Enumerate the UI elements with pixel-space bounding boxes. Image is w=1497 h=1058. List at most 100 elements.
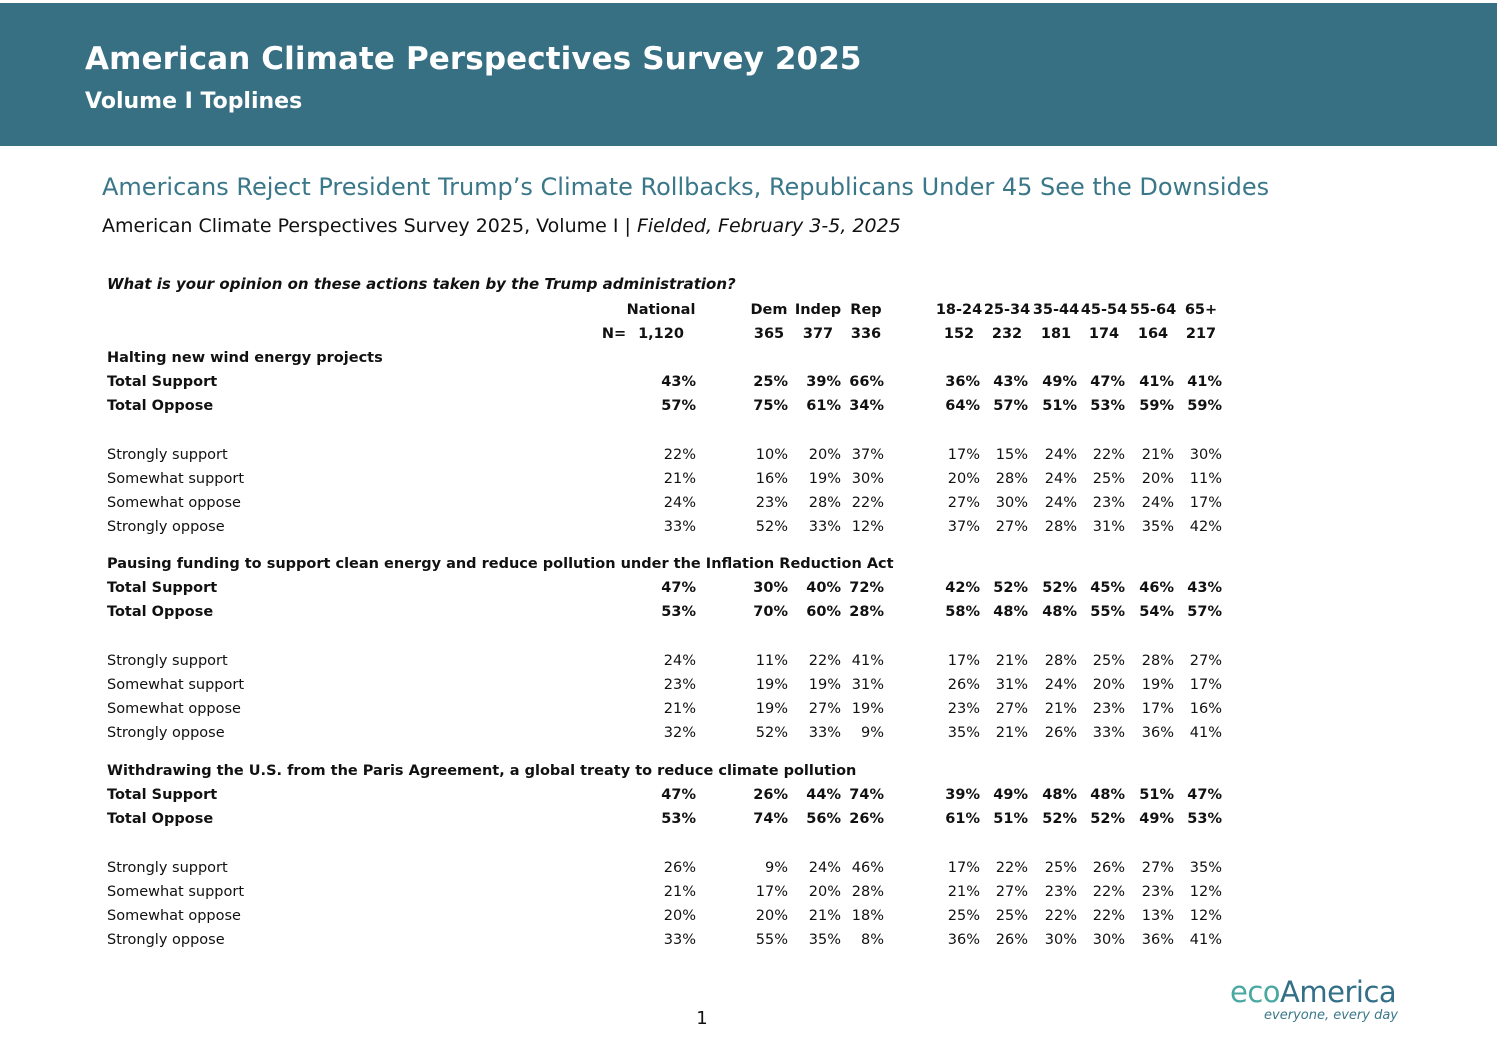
value-cell: 36%	[1141, 932, 1174, 948]
value-cell: 30%	[1044, 932, 1077, 948]
value-cell: 21%	[947, 884, 980, 900]
value-cell: 23%	[663, 677, 696, 693]
value-cell: 49%	[1139, 811, 1174, 827]
value-cell: 52%	[755, 519, 788, 535]
value-cell: 41%	[1189, 725, 1222, 741]
survey-question: What is your opinion on these actions ta…	[107, 275, 736, 293]
value-cell: 13%	[1141, 908, 1174, 924]
value-cell: 28%	[1141, 653, 1174, 669]
value-cell: 17%	[947, 447, 980, 463]
value-cell: 27%	[808, 701, 841, 717]
value-cell: 30%	[851, 471, 884, 487]
value-cell: 17%	[1189, 495, 1222, 511]
value-cell: 39%	[945, 787, 980, 803]
n-label: N=	[601, 326, 627, 342]
value-cell: 24%	[1044, 471, 1077, 487]
column-header: Indep	[794, 302, 842, 318]
value-cell: 23%	[1092, 701, 1125, 717]
value-cell: 24%	[663, 495, 696, 511]
row-label: Strongly support	[107, 653, 228, 669]
value-cell: 24%	[1044, 495, 1077, 511]
value-cell: 53%	[661, 604, 696, 620]
value-cell: 23%	[947, 701, 980, 717]
value-cell: 30%	[1092, 932, 1125, 948]
value-cell: 12%	[851, 519, 884, 535]
value-cell: 22%	[1092, 447, 1125, 463]
value-cell: 26%	[1044, 725, 1077, 741]
value-cell: 41%	[1189, 932, 1222, 948]
value-cell: 30%	[995, 495, 1028, 511]
value-cell: 39%	[806, 374, 841, 390]
value-cell: 28%	[808, 495, 841, 511]
value-cell: 23%	[1044, 884, 1077, 900]
value-cell: 17%	[947, 653, 980, 669]
subheading-fielded: Fielded, February 3-5, 2025	[636, 215, 901, 237]
value-cell: 25%	[947, 908, 980, 924]
column-header: National	[626, 302, 696, 318]
value-cell: 24%	[1044, 677, 1077, 693]
value-cell: 17%	[1141, 701, 1174, 717]
value-cell: 37%	[947, 519, 980, 535]
page-heading: Americans Reject President Trump’s Clima…	[102, 173, 1270, 201]
value-cell: 25%	[1044, 860, 1077, 876]
value-cell: 26%	[1092, 860, 1125, 876]
value-cell: 40%	[806, 580, 841, 596]
value-cell: 59%	[1139, 398, 1174, 414]
value-cell: 35%	[808, 932, 841, 948]
value-cell: 16%	[755, 471, 788, 487]
value-cell: 21%	[995, 725, 1028, 741]
report-subtitle: Volume I Toplines	[85, 89, 303, 114]
n-value: 152	[943, 326, 975, 342]
page-subheading: American Climate Perspectives Survey 202…	[102, 215, 901, 237]
row-label: Strongly support	[107, 447, 228, 463]
value-cell: 12%	[1189, 908, 1222, 924]
value-cell: 25%	[1092, 471, 1125, 487]
value-cell: 20%	[1141, 471, 1174, 487]
value-cell: 55%	[1090, 604, 1125, 620]
value-cell: 33%	[663, 932, 696, 948]
value-cell: 52%	[1042, 580, 1077, 596]
value-cell: 27%	[1189, 653, 1222, 669]
logo-america: America	[1280, 975, 1397, 1009]
value-cell: 35%	[1141, 519, 1174, 535]
value-cell: 26%	[947, 677, 980, 693]
value-cell: 10%	[755, 447, 788, 463]
value-cell: 53%	[661, 811, 696, 827]
column-header: 18-24	[935, 302, 983, 318]
value-cell: 30%	[753, 580, 788, 596]
column-header: 65+	[1184, 302, 1218, 318]
row-label: Total Support	[107, 787, 218, 803]
column-header: Rep	[850, 302, 882, 318]
value-cell: 51%	[1139, 787, 1174, 803]
value-cell: 22%	[1044, 908, 1077, 924]
value-cell: 54%	[1139, 604, 1174, 620]
value-cell: 24%	[808, 860, 841, 876]
value-cell: 9%	[764, 860, 788, 876]
value-cell: 21%	[1141, 447, 1174, 463]
row-label: Somewhat support	[107, 677, 245, 693]
value-cell: 17%	[947, 860, 980, 876]
value-cell: 23%	[1141, 884, 1174, 900]
value-cell: 28%	[849, 604, 884, 620]
value-cell: 37%	[851, 447, 884, 463]
value-cell: 25%	[753, 374, 788, 390]
value-cell: 28%	[1044, 519, 1077, 535]
value-cell: 31%	[995, 677, 1028, 693]
value-cell: 27%	[995, 519, 1028, 535]
value-cell: 27%	[995, 701, 1028, 717]
value-cell: 20%	[755, 908, 788, 924]
value-cell: 48%	[993, 604, 1028, 620]
value-cell: 47%	[661, 580, 696, 596]
value-cell: 49%	[1042, 374, 1077, 390]
value-cell: 24%	[663, 653, 696, 669]
value-cell: 43%	[661, 374, 696, 390]
value-cell: 15%	[995, 447, 1028, 463]
value-cell: 16%	[1189, 701, 1222, 717]
value-cell: 49%	[993, 787, 1028, 803]
row-label: Total Oppose	[107, 811, 214, 827]
value-cell: 42%	[945, 580, 980, 596]
value-cell: 28%	[851, 884, 884, 900]
value-cell: 44%	[806, 787, 841, 803]
value-cell: 27%	[1141, 860, 1174, 876]
value-cell: 48%	[1042, 604, 1077, 620]
